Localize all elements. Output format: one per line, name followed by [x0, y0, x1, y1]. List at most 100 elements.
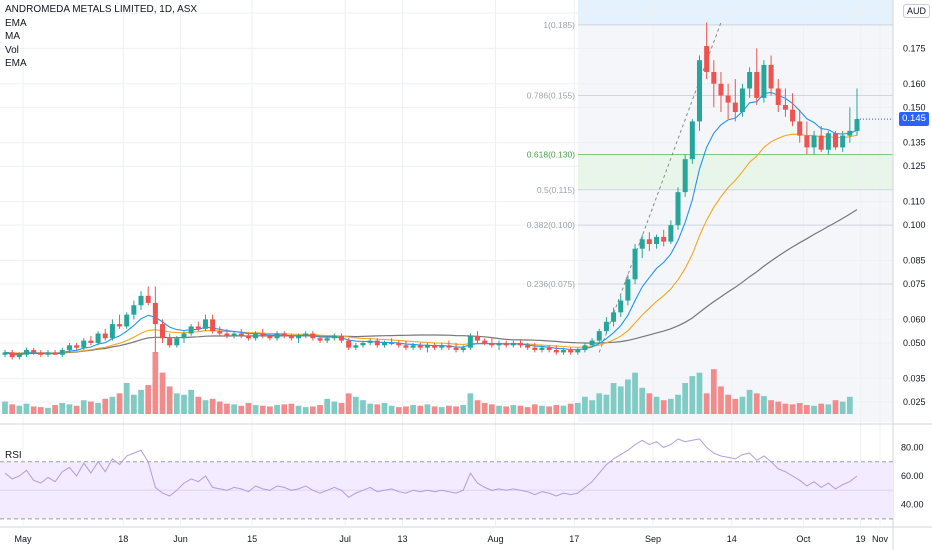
candle-body	[475, 335, 481, 341]
volume-bar	[574, 402, 581, 414]
candle-body	[754, 71, 760, 98]
x-tick-label: 17	[569, 534, 579, 544]
volume-bar	[73, 405, 80, 414]
x-tick-label: Jul	[339, 534, 351, 544]
volume-bar	[374, 404, 381, 414]
rsi-tick-label: 40.00	[901, 500, 924, 510]
candle-body	[546, 347, 552, 351]
candle-body	[460, 347, 466, 351]
candle-body	[696, 60, 702, 122]
fib-zone-top	[578, 0, 893, 25]
x-tick-label: Jun	[173, 534, 188, 544]
candle-body	[360, 342, 366, 346]
x-tick-label: May	[14, 534, 32, 544]
volume-bar	[52, 405, 58, 414]
candle-body	[389, 342, 395, 344]
candle-body	[790, 109, 796, 122]
volume-bar	[238, 405, 245, 414]
y-tick-label: 0.135	[903, 138, 926, 148]
candle-body	[625, 279, 631, 301]
volume-bar	[789, 404, 796, 414]
candle-body	[589, 340, 595, 346]
volume-bar	[338, 402, 345, 414]
candle-body	[539, 347, 545, 351]
candle-body	[410, 345, 416, 348]
volume-bar	[345, 393, 352, 414]
y-tick-label: 0.025	[903, 397, 926, 407]
volume-bar	[245, 402, 252, 414]
volume-bar	[725, 394, 731, 414]
volume-bar	[675, 394, 681, 414]
candle-body	[432, 345, 438, 348]
volume-bar	[181, 394, 187, 414]
volume-bar	[209, 398, 216, 414]
candle-body	[417, 345, 423, 348]
volume-bar	[653, 396, 660, 414]
volume-bar	[560, 405, 567, 414]
candle-body	[131, 305, 137, 315]
candle-body	[9, 352, 15, 358]
candle-body	[16, 354, 22, 358]
volume-bar	[696, 372, 703, 414]
currency-badge[interactable]: AUD	[903, 4, 931, 18]
volume-bar	[782, 403, 789, 414]
candle-body	[324, 338, 330, 341]
rsi-tick-label: 60.00	[901, 471, 924, 481]
volume-bar	[173, 393, 180, 414]
candle-body	[167, 338, 173, 346]
volume-bar	[310, 406, 316, 414]
candle-body	[496, 342, 502, 346]
candle-body	[224, 333, 230, 336]
volume-bar	[582, 396, 588, 414]
y-tick-label: 0.050	[903, 338, 926, 348]
volume-bar	[23, 403, 30, 414]
volume-bar	[660, 400, 667, 414]
indicator-ema-1[interactable]: EMA	[5, 17, 27, 29]
volume-bar	[123, 383, 130, 414]
volume-bar	[625, 379, 631, 414]
volume-bar	[388, 405, 395, 414]
candle-body	[711, 71, 717, 84]
candle-body	[296, 335, 302, 339]
candle-body	[682, 159, 688, 193]
volume-bar	[188, 389, 195, 414]
candle-body	[217, 331, 223, 334]
indicator-vol[interactable]: Vol	[5, 44, 19, 56]
y-tick-label: 0.085	[903, 255, 926, 265]
candle-body	[74, 345, 80, 348]
volume-bar	[381, 402, 388, 414]
volume-bar	[610, 383, 617, 414]
candle-body	[854, 119, 860, 131]
rsi-pane-label[interactable]: RSI	[5, 450, 22, 461]
candle-body	[439, 345, 445, 348]
volume-bar	[746, 389, 753, 414]
volume-bar	[138, 389, 144, 414]
volume-bar	[667, 398, 674, 414]
volume-bar	[503, 406, 510, 414]
candle-body	[661, 236, 667, 242]
x-tick-label: Oct	[796, 534, 811, 544]
fib-label: 0.5(0.115)	[537, 185, 575, 195]
candle-body	[467, 335, 473, 348]
candle-body	[618, 300, 624, 313]
y-tick-label: 0.150	[903, 102, 926, 112]
candle-body	[811, 135, 817, 148]
volume-bar	[804, 405, 810, 414]
candle-body	[238, 333, 244, 336]
volume-bar	[367, 403, 374, 414]
candle-body	[195, 326, 201, 329]
indicator-ema-2[interactable]: EMA	[5, 58, 27, 69]
candle-body	[202, 319, 208, 329]
volume-bar	[395, 407, 402, 414]
indicator-ma[interactable]: MA	[5, 31, 20, 42]
candle-body	[138, 295, 144, 306]
volume-bar	[9, 404, 16, 414]
y-tick-label: 0.175	[903, 43, 926, 53]
volume-bar	[732, 398, 739, 414]
candle-body	[52, 352, 58, 355]
candle-body	[646, 239, 652, 244]
ema-fast-line	[4, 91, 858, 355]
candle-body	[303, 333, 309, 336]
candle-body	[739, 88, 745, 113]
candle-body	[532, 347, 538, 351]
